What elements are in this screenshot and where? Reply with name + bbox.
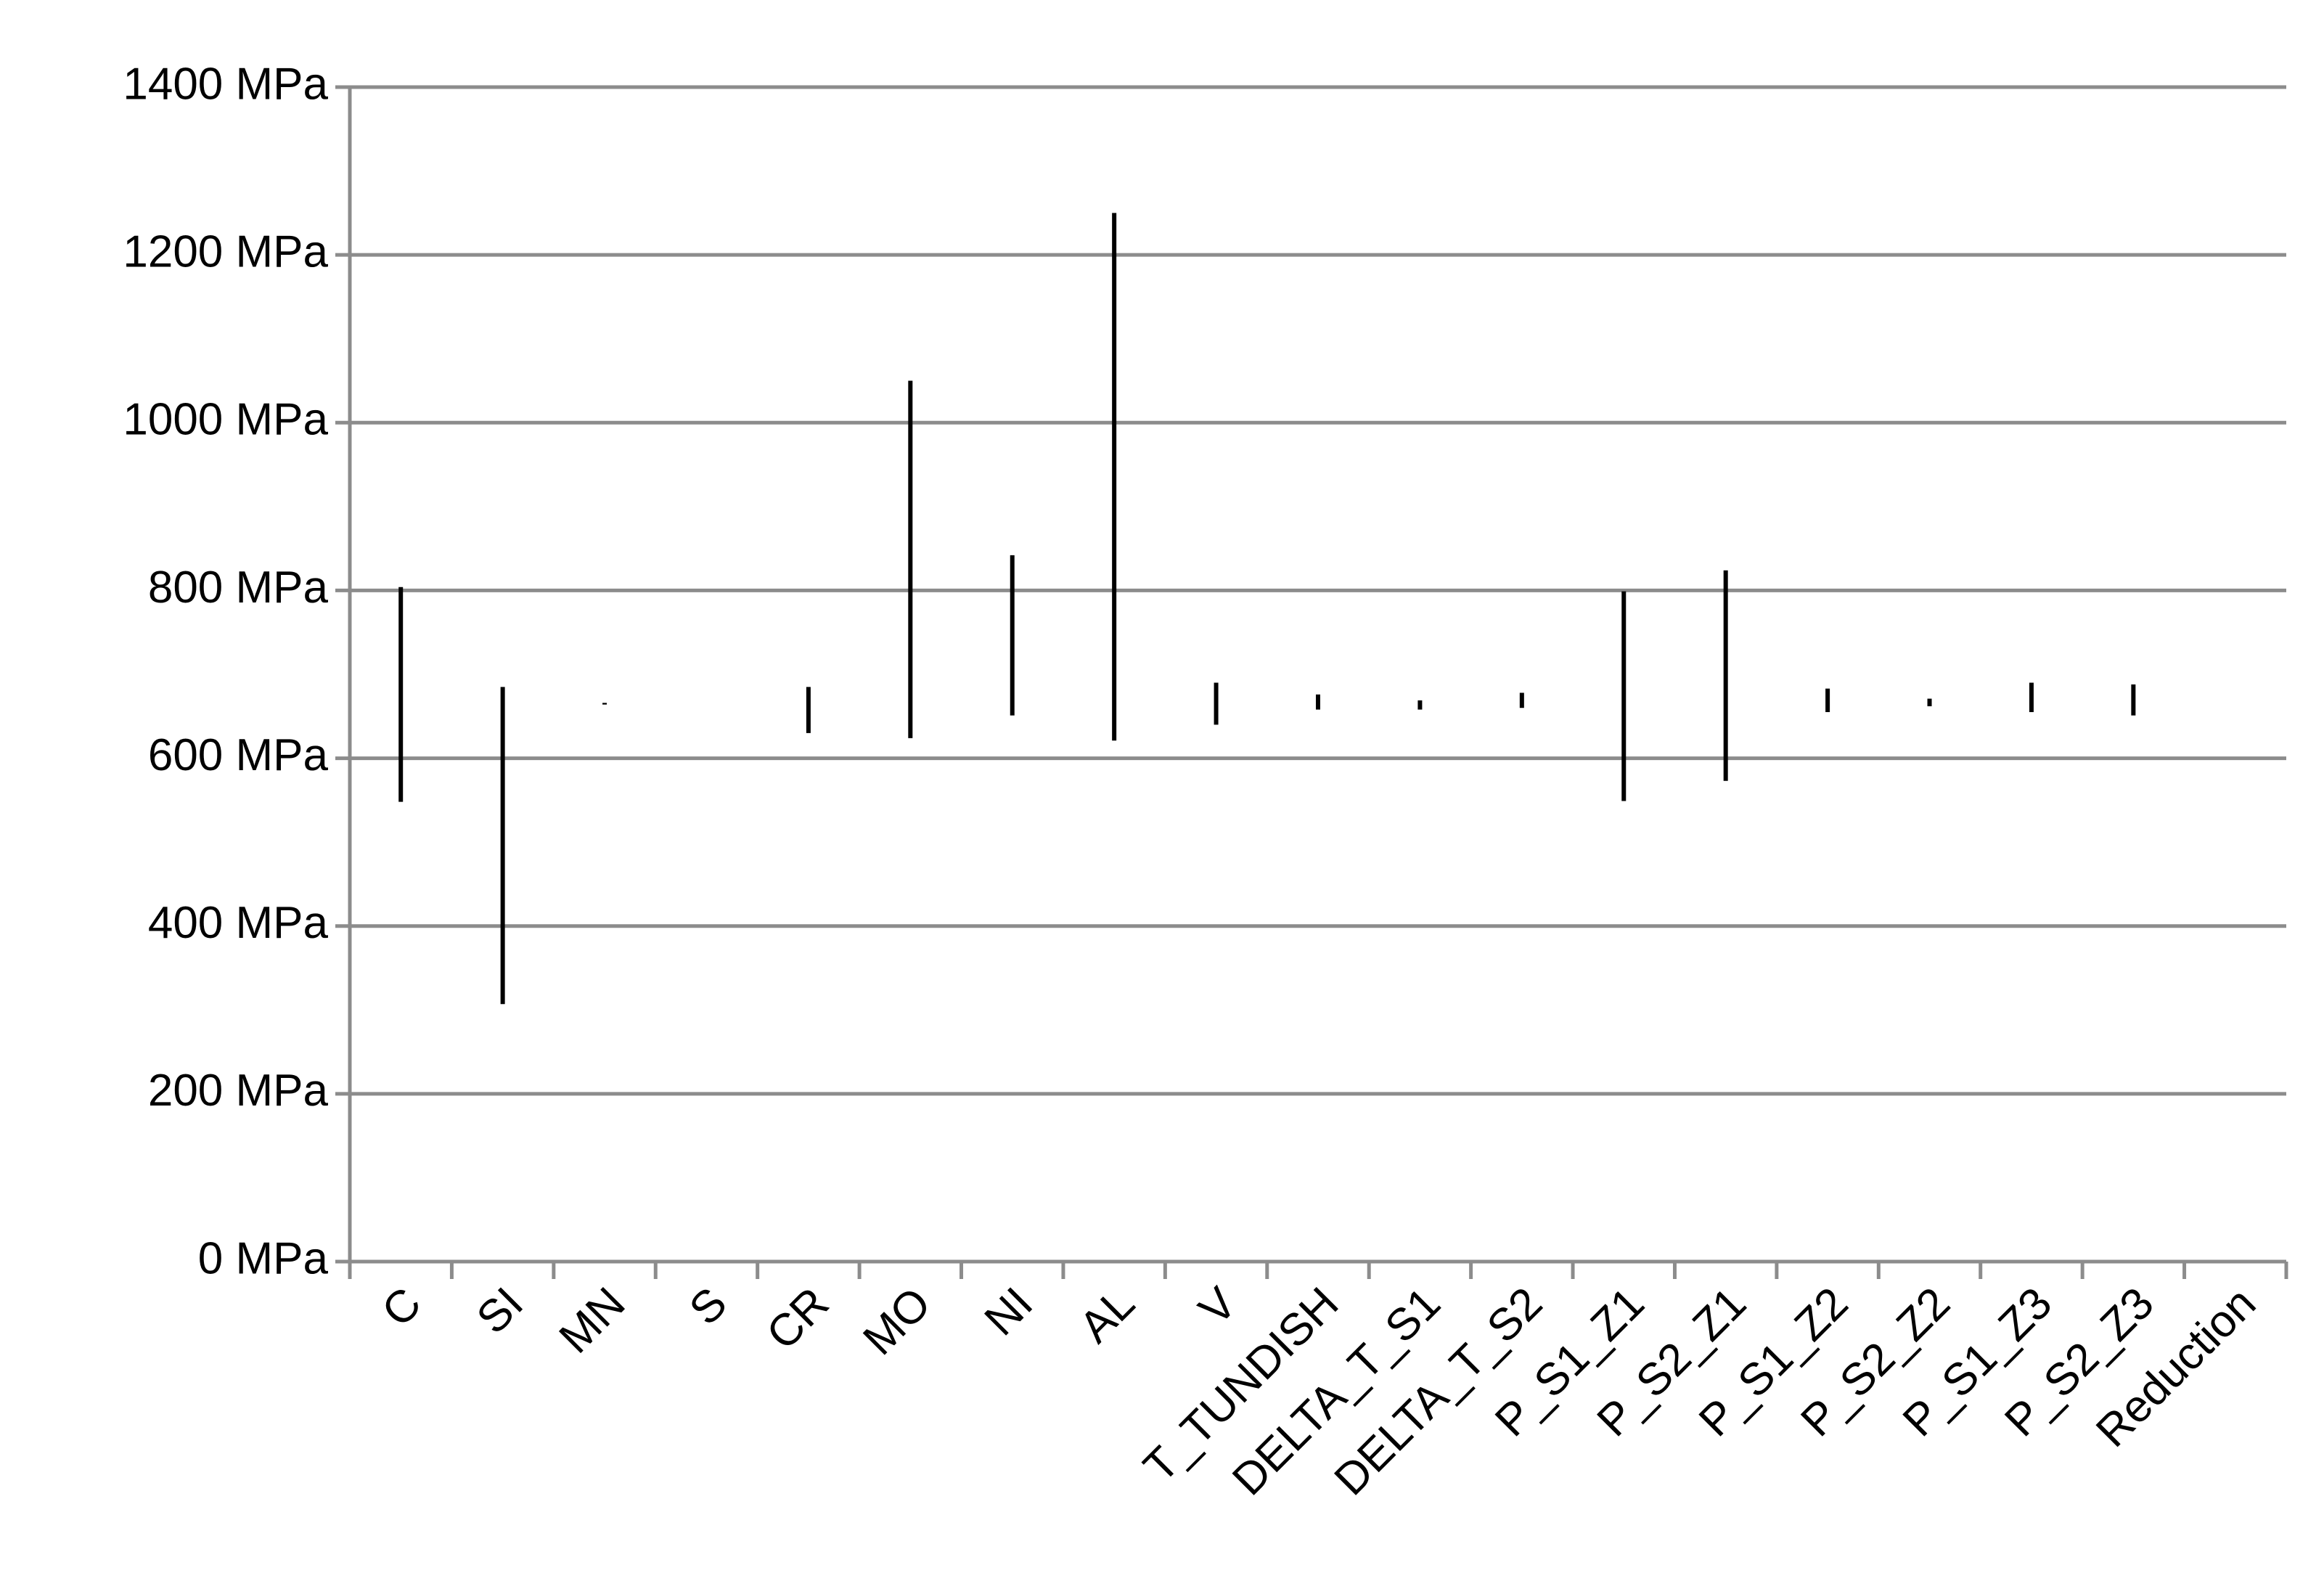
x-tick-label: MO — [854, 1278, 940, 1365]
y-tick-label: 400 MPa — [148, 898, 329, 948]
x-tick-label: S — [680, 1278, 737, 1335]
y-tick-label: 1000 MPa — [123, 395, 328, 445]
y-tick-label: 200 MPa — [148, 1066, 329, 1116]
y-tick-label: 600 MPa — [148, 730, 329, 780]
y-tick-label: 0 MPa — [198, 1233, 329, 1283]
x-tick-label: CR — [757, 1278, 838, 1360]
x-tick-label: SI — [467, 1278, 533, 1344]
x-tick-label: AL — [1070, 1278, 1144, 1352]
x-tick-label: V — [1190, 1278, 1246, 1334]
y-tick-label: 800 MPa — [148, 563, 329, 613]
y-tick-label: 1200 MPa — [123, 227, 328, 277]
y-tick-label: 1400 MPa — [123, 59, 328, 109]
x-tick-label: NI — [975, 1278, 1043, 1346]
x-tick-label: MN — [550, 1278, 635, 1363]
x-tick-label: C — [372, 1278, 430, 1336]
